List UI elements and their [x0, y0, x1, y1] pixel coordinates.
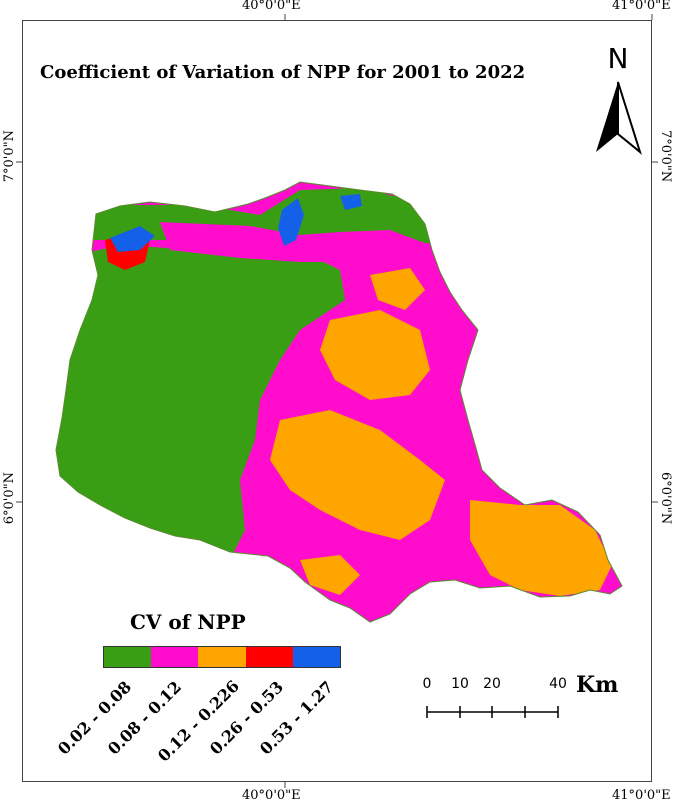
legend-color-bar [103, 646, 341, 668]
legend-swatch-4 [245, 647, 293, 667]
legend-swatch-3 [198, 647, 246, 667]
top-longitude-label-41: 41°0'0"E [612, 0, 671, 13]
class-0-53-1-27-area-north [278, 198, 304, 246]
north-letter: N [607, 42, 629, 75]
class-0-53-1-27-area-west [110, 226, 155, 252]
legend-swatch-5 [292, 647, 341, 667]
north-arrow: N [588, 42, 648, 157]
scale-line [426, 706, 559, 718]
scale-tick-40: 40 [549, 676, 567, 692]
class-0-08-0-12-north-band [160, 222, 430, 265]
class-0-53-1-27-area-northeast [340, 194, 362, 210]
north-arrow-icon [596, 81, 642, 155]
class-0-12-0-226-area-south-small [300, 555, 360, 595]
scale-tick-10: 10 [451, 676, 469, 692]
scale-tick-0: 0 [422, 676, 432, 692]
map-title: Coefficient of Variation of NPP for 2001… [40, 62, 526, 83]
study-area-boundary [55, 181, 623, 623]
class-0-02-0-08-area-west [56, 245, 345, 560]
scale-tick-20: 20 [483, 676, 501, 692]
map-frame [22, 20, 652, 782]
scale-bar: 0 10 20 40 Km [418, 672, 648, 726]
scale-unit: Km [576, 672, 619, 698]
class-0-12-0-226-area-northeast [370, 268, 425, 310]
legend-swatch-1 [104, 647, 152, 667]
class-0-12-0-226-area-southeast [470, 500, 612, 596]
class-0-12-0-226-area-central [320, 310, 430, 400]
top-longitude-label-40: 40°0'0"E [242, 0, 301, 13]
right-latitude-label-6: 6°0'0"N [658, 472, 673, 525]
bottom-longitude-label-41: 41°0'0"E [612, 788, 671, 803]
legend-swatch-2 [151, 647, 199, 667]
class-0-12-0-226-area-south [270, 410, 445, 540]
legend-title: CV of NPP [130, 610, 246, 634]
bottom-longitude-label-40: 40°0'0"E [242, 788, 301, 803]
right-latitude-label-7: 7°0'0"N [658, 130, 673, 183]
